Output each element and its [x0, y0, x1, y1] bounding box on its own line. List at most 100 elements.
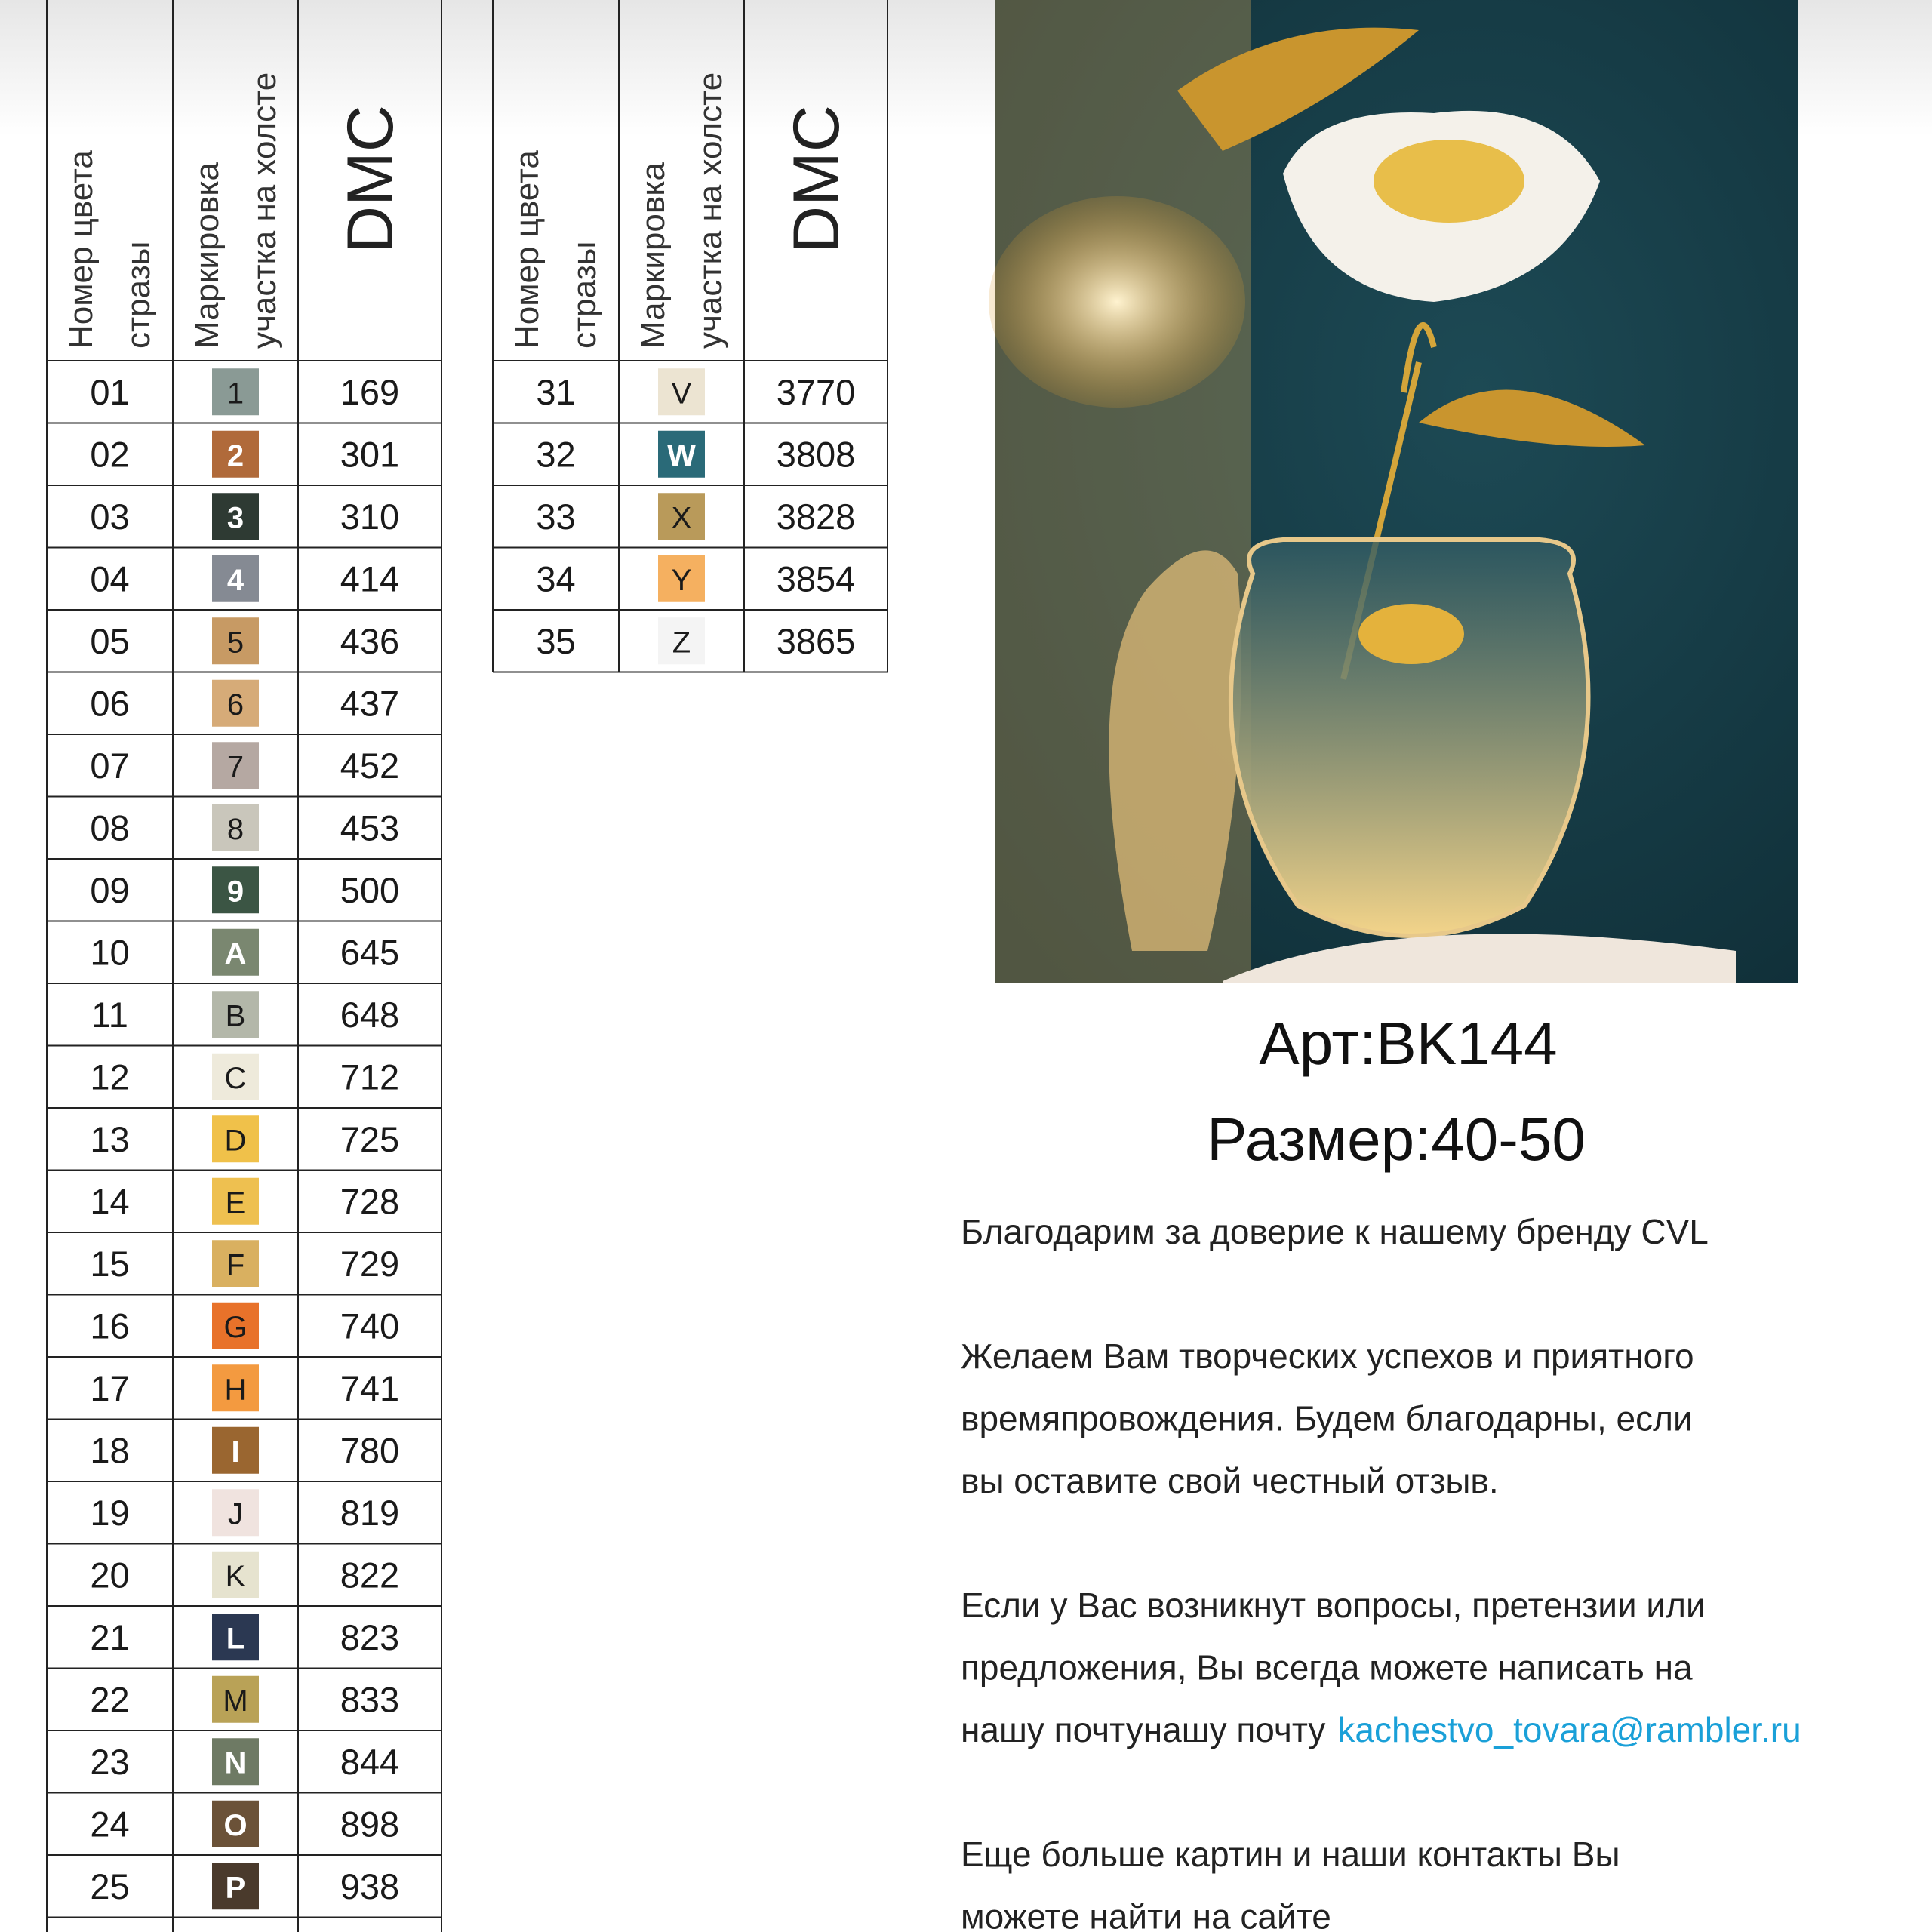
- dmc-code: 3770: [777, 372, 856, 412]
- paragraph-line: Еще больше картин и наши контакты Вы: [961, 1835, 1620, 1874]
- canvas-mark: 2: [227, 439, 244, 472]
- dmc-code: 648: [340, 995, 399, 1035]
- dmc-code: 310: [340, 497, 399, 537]
- canvas-mark: W: [667, 439, 696, 472]
- email-link[interactable]: kachestvo_tovara@rambler.ru: [1337, 1710, 1801, 1749]
- color-number: 07: [90, 746, 129, 786]
- color-number: 08: [90, 808, 129, 848]
- dmc-code: 898: [340, 1804, 399, 1844]
- color-number: 31: [536, 372, 575, 412]
- color-number: 05: [90, 621, 129, 661]
- header-label: участка на холсте: [692, 72, 729, 349]
- color-number: 32: [536, 434, 575, 474]
- dmc-code: 741: [340, 1368, 399, 1408]
- color-number: 19: [90, 1493, 129, 1533]
- swatch: [658, 368, 705, 416]
- canvas-mark: E: [226, 1186, 246, 1220]
- size: Размер:40-50: [1207, 1106, 1586, 1173]
- canvas-mark: J: [228, 1497, 243, 1531]
- header-label: DMC: [780, 105, 853, 253]
- paragraph-line: Если у Вас возникнут вопросы, претензии …: [961, 1586, 1706, 1625]
- paragraph-line: нашу почтунашу почту kachestvo_tovara@ram…: [961, 1710, 1801, 1749]
- canvas-mark: K: [226, 1560, 246, 1593]
- paragraph-line: Желаем Вам творческих успехов и приятног…: [961, 1337, 1694, 1376]
- swatch: [658, 555, 705, 602]
- color-number: 02: [90, 434, 129, 474]
- color-number: 17: [90, 1368, 129, 1408]
- swatch: [658, 430, 705, 478]
- dmc-code: 819: [340, 1493, 399, 1533]
- canvas-mark: 4: [227, 564, 245, 597]
- article: Арт:BK144: [1259, 1010, 1557, 1077]
- dmc-code: 729: [340, 1244, 399, 1284]
- paragraph-line: можете найти на сайте: [961, 1897, 1331, 1932]
- header-label: DMC: [334, 105, 407, 253]
- header-label: Номер цвета: [63, 150, 100, 349]
- canvas-mark: D: [225, 1124, 247, 1157]
- swatch: [212, 1177, 259, 1225]
- dmc-code: 169: [340, 372, 399, 412]
- canvas-mark: G: [223, 1311, 247, 1344]
- canvas-mark: I: [231, 1435, 239, 1469]
- swatch: [658, 617, 705, 665]
- canvas-mark: O: [223, 1809, 247, 1842]
- canvas-mark: F: [226, 1248, 245, 1281]
- swatch: [212, 1675, 259, 1723]
- color-number: 03: [90, 497, 129, 537]
- header-label: участка на холсте: [246, 72, 283, 349]
- paragraph-line: Благодарим за доверие к нашему бренду CV…: [961, 1212, 1709, 1251]
- header-label: Маркировка: [635, 162, 672, 349]
- color-number: 18: [90, 1430, 129, 1470]
- color-number: 24: [90, 1804, 129, 1844]
- canvas-mark: V: [672, 377, 692, 410]
- color-number: 06: [90, 683, 129, 723]
- canvas-mark: 7: [227, 750, 244, 783]
- color-number: 35: [536, 621, 575, 661]
- canvas-mark: N: [225, 1746, 247, 1780]
- swatch: [212, 617, 259, 665]
- canvas-mark: Z: [672, 626, 691, 659]
- swatch: [212, 928, 259, 976]
- color-number: 25: [90, 1866, 129, 1906]
- dmc-code: 301: [340, 434, 399, 474]
- swatch: [212, 1863, 259, 1910]
- header-label: стразы: [566, 242, 603, 349]
- swatch: [212, 430, 259, 478]
- color-number: 15: [90, 1244, 129, 1284]
- swatch: [658, 493, 705, 540]
- dmc-code: 740: [340, 1306, 399, 1346]
- color-number: 14: [90, 1181, 129, 1221]
- color-number: 13: [90, 1119, 129, 1159]
- color-number: 04: [90, 558, 129, 598]
- dmc-code: 823: [340, 1617, 399, 1657]
- canvas-mark: 9: [227, 875, 244, 908]
- dmc-code: 437: [340, 683, 399, 723]
- color-number: 21: [90, 1617, 129, 1657]
- dmc-code: 833: [340, 1679, 399, 1719]
- swatch: [212, 368, 259, 416]
- color-table: Номер цвета стразы Маркировка участка на хо…: [46, 0, 442, 1932]
- dmc-code: 822: [340, 1555, 399, 1595]
- swatch: [212, 804, 259, 851]
- color-table: Номер цвета стразы Маркировка участка на хо…: [492, 0, 888, 673]
- dmc-code: 436: [340, 621, 399, 661]
- paragraph-line: предложения, Вы всегда можете написать н…: [961, 1648, 1693, 1687]
- dmc-code: 725: [340, 1119, 399, 1159]
- paragraph-line: вы оставите свой честный отзыв.: [961, 1461, 1499, 1500]
- color-number: 33: [536, 497, 575, 537]
- canvas-mark: 5: [227, 626, 244, 659]
- swatch: [212, 1614, 259, 1661]
- canvas-mark: 3: [227, 501, 244, 534]
- canvas-mark: L: [226, 1622, 245, 1655]
- canvas-mark: H: [225, 1373, 247, 1406]
- dmc-code: 500: [340, 870, 399, 910]
- swatch: [212, 1115, 259, 1163]
- dmc-code: 938: [340, 1866, 399, 1906]
- dmc-code: 414: [340, 558, 399, 598]
- color-number: 12: [90, 1057, 129, 1097]
- swatch: [212, 555, 259, 602]
- swatch: [212, 1240, 259, 1287]
- swatch: [212, 1800, 259, 1847]
- paragraph-line: времяпровождения. Будем благодарны, если: [961, 1399, 1693, 1438]
- swatch: [212, 1053, 259, 1100]
